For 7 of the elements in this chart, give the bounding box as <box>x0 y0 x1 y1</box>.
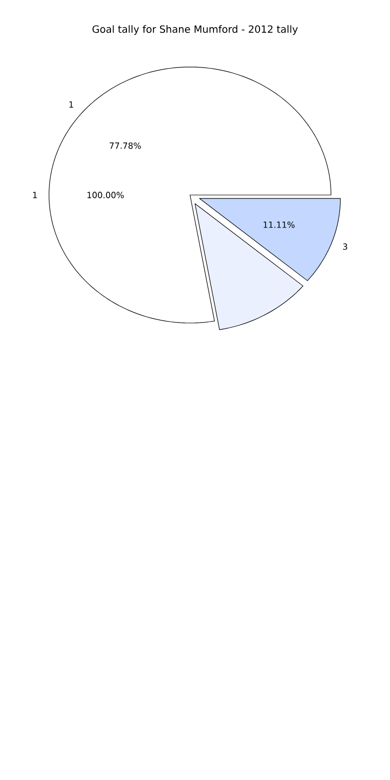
data-label: 11.11% <box>264 221 295 228</box>
text: 100.00% <box>88 192 124 198</box>
slice-label: 1 <box>69 101 74 108</box>
slice-label: 3 <box>343 243 348 250</box>
data-label: 77.78% <box>110 142 141 149</box>
chart-title: Goal tally for Shane Mumford - 2012 tally <box>92 25 298 35</box>
text: 1 <box>33 192 37 198</box>
